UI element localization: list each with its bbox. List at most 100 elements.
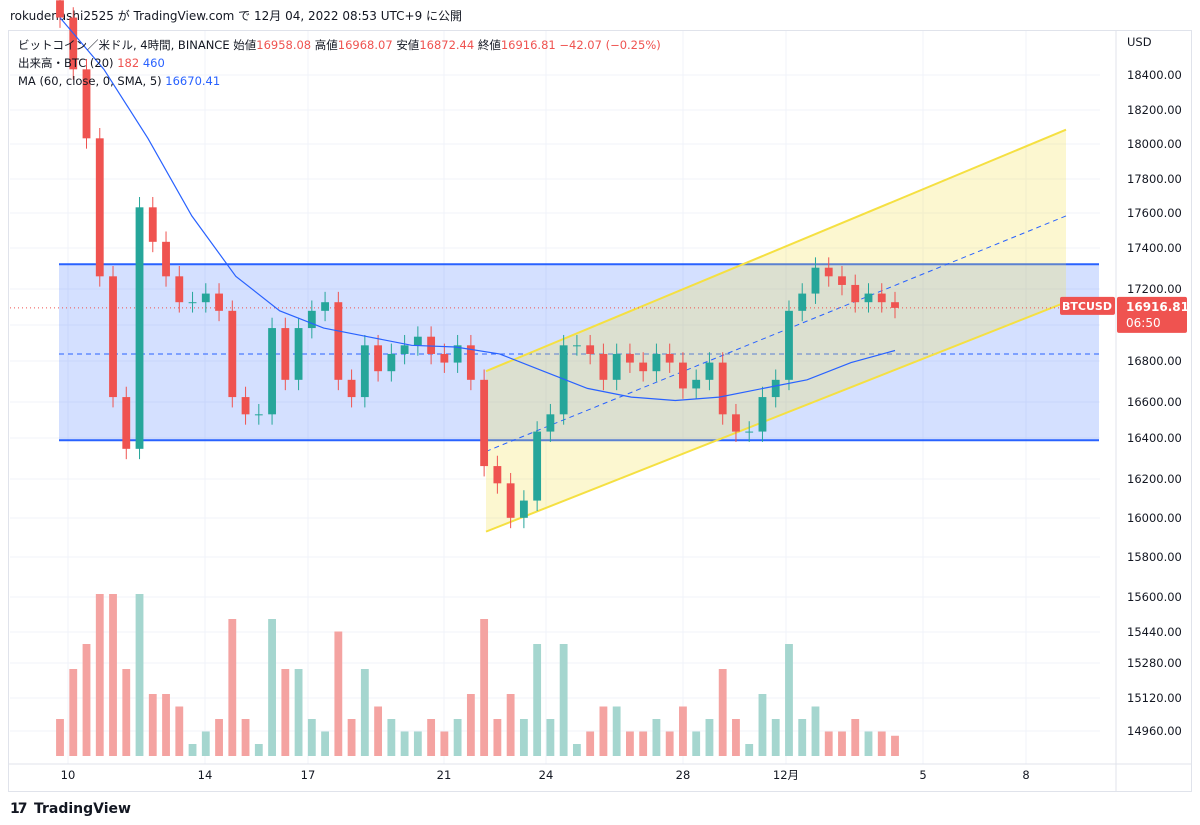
legend-ohlc-row: ビットコイン／米ドル, 4時間, BINANCE 始値16958.08 高値16… (18, 36, 661, 54)
candle-body (771, 379, 780, 398)
legend-volume-label[interactable]: 出来高・BTC (20) (18, 56, 114, 70)
volume-bar (705, 719, 714, 756)
volume-bar (188, 744, 197, 756)
price-tick-label: 18400.00 (1127, 68, 1182, 82)
candle-body (838, 276, 846, 285)
brand-name: TradingView (34, 801, 131, 817)
volume-bar (387, 719, 396, 756)
tv-logo-icon: 17 (10, 801, 27, 817)
price-tick-label: 15440.00 (1127, 625, 1182, 639)
candle-body (533, 431, 542, 501)
volume-bar (559, 644, 568, 756)
volume-bar (95, 594, 104, 756)
candle-body (758, 397, 767, 432)
candle-body (69, 17, 78, 70)
price-axis[interactable]: 18400.00 18200.00 18000.00 17800.00 17600.00… (1115, 31, 1182, 791)
volume-bar (201, 731, 210, 756)
volume-bar (215, 719, 223, 756)
price-tick-label: 15600.00 (1127, 590, 1182, 604)
tradingview-logo[interactable]: 17 TradingView (10, 801, 131, 817)
publish-info: rokudenashi2525 が TradingView.com で 12月 … (10, 9, 463, 23)
price-tick-label: 16400.00 (1127, 431, 1182, 445)
candle-body (546, 414, 555, 432)
volume-bar (427, 719, 436, 756)
legend-low-label: 安値 (396, 38, 420, 52)
volume-bar (665, 731, 674, 756)
candle-body (427, 336, 436, 354)
candle-body (135, 207, 144, 449)
volume-bar (572, 744, 581, 756)
candle-body (705, 362, 714, 380)
volume-bar (413, 731, 422, 756)
candle-body (785, 310, 793, 380)
time-axis[interactable]: 10 14 17 21 24 28 12月 5 8 (9, 763, 1191, 782)
volume-bar (254, 744, 263, 756)
volume-bar (599, 706, 608, 756)
time-tick-label: 21 (437, 768, 452, 782)
candle-body (679, 362, 687, 389)
legend-close: 16916.81 (500, 38, 556, 52)
candle-body (387, 353, 396, 372)
volume-bar (679, 706, 687, 756)
price-tag-bg (1117, 296, 1187, 333)
price-tick-label: 17400.00 (1127, 241, 1182, 255)
volume-bar (692, 731, 701, 756)
chart-frame (8, 30, 1192, 792)
time-tick-label: 24 (539, 768, 554, 782)
volume-bar (175, 706, 184, 756)
legend-change: −42.07 (−0.25%) (559, 38, 661, 52)
volume-bar (586, 731, 595, 756)
candle-body (639, 362, 648, 372)
volume-bar (228, 619, 237, 756)
publish-header: rokudenashi2525 が TradingView.com で 12月 … (0, 0, 1200, 30)
candle-body (347, 379, 356, 398)
price-tag-text: 16916.81 (1126, 300, 1189, 314)
candle-body (877, 293, 886, 303)
candle-body (281, 328, 290, 380)
candle-body (307, 310, 316, 329)
candle-body (798, 293, 807, 311)
legend-symbol[interactable]: ビットコイン／米ドル, 4時間, BINANCE (18, 38, 230, 52)
channel-upper-line (485, 128, 1067, 373)
volume-bar (838, 731, 846, 756)
legend-open: 16958.08 (256, 38, 312, 52)
volume-bar (82, 644, 91, 756)
volume-bar (546, 719, 555, 756)
candle-body (493, 466, 502, 484)
legend-ma-label[interactable]: MA (60, close, 0, SMA, 5) (18, 74, 162, 88)
volume-bar (135, 594, 144, 756)
volume-bar (612, 706, 621, 756)
legend-volume-ma: 460 (142, 56, 165, 70)
candle-body (586, 345, 595, 354)
candle-body (148, 207, 157, 242)
time-tick-label: 8 (1022, 768, 1029, 782)
price-tick-label: 15800.00 (1127, 550, 1182, 564)
candle-body (56, 0, 64, 18)
volume-bar (162, 694, 170, 756)
candle-body (811, 267, 820, 294)
candle-body (201, 293, 210, 303)
time-tick-label: 14 (198, 768, 213, 782)
ma-60-line (59, 17, 896, 402)
volume-bar (811, 706, 820, 756)
candle-body (268, 328, 276, 415)
channel-lower-line (485, 301, 1067, 533)
volume-bar (745, 744, 754, 756)
time-tick-label: 17 (301, 768, 316, 782)
time-tick-label: 5 (919, 768, 926, 782)
candle-body (400, 345, 409, 354)
candle-body (228, 310, 237, 398)
legend: ビットコイン／米ドル, 4時間, BINANCE 始値16958.08 高値16… (18, 36, 661, 90)
price-tick-label: 18000.00 (1127, 137, 1182, 151)
volume-bar (56, 719, 64, 756)
time-tick-label: 12月 (773, 768, 799, 782)
volume-bar (466, 694, 475, 756)
candle-body (480, 379, 489, 467)
candle-body (612, 353, 621, 380)
price-tick-label: 14960.00 (1127, 724, 1182, 738)
price-tick-label: 16600.00 (1127, 395, 1182, 409)
volume-bar (347, 719, 356, 756)
time-tick-label: 10 (61, 768, 76, 782)
volume-bar (109, 594, 117, 756)
